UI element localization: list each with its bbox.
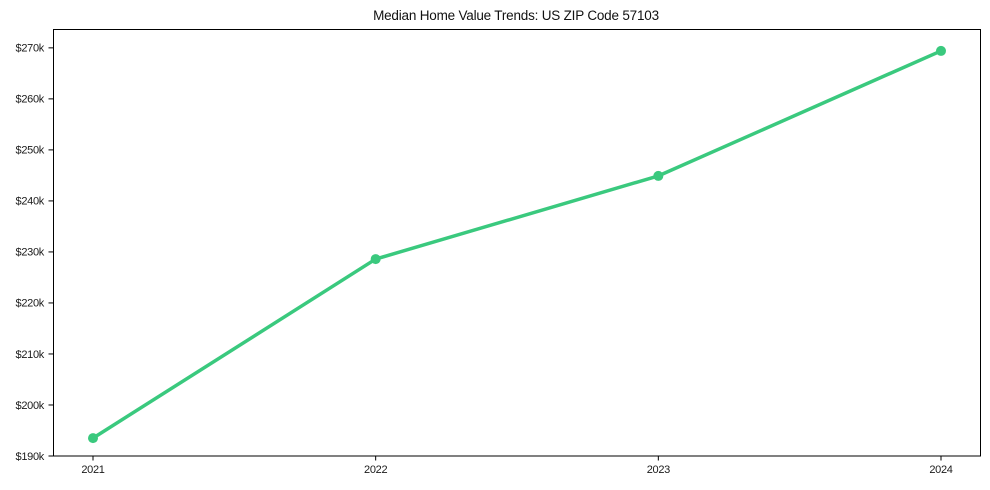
y-tick-label: $250k — [16, 145, 45, 157]
trend-line — [91, 49, 943, 440]
data-point — [88, 433, 98, 444]
y-tick-label: $210k — [16, 349, 45, 361]
data-point — [370, 254, 381, 265]
y-tick-label: $260k — [16, 94, 45, 106]
y-tick-label: $190k — [16, 451, 45, 463]
x-tick-label: 2022 — [364, 464, 387, 476]
y-tick-label: $270k — [16, 43, 45, 55]
x-tick-label: 2023 — [647, 464, 670, 476]
y-axis: $190k $200k $210k $220k $230k $240k $250k $260k… — [16, 43, 53, 463]
x-tick-label: 2024 — [929, 464, 952, 476]
series-group — [88, 45, 946, 444]
y-tick-label: $220k — [16, 298, 45, 310]
chart-title: Median Home Value Trends: US ZIP Code 57… — [373, 8, 659, 23]
plot-border — [53, 29, 981, 457]
y-tick-label: $230k — [16, 247, 45, 259]
data-point — [653, 170, 664, 181]
x-tick-label: 2021 — [81, 464, 104, 476]
y-tick-label: $200k — [16, 400, 45, 412]
data-point — [936, 45, 946, 56]
y-tick-label: $240k — [16, 196, 45, 208]
x-axis: 2021 2022 2023 2024 — [81, 456, 953, 476]
